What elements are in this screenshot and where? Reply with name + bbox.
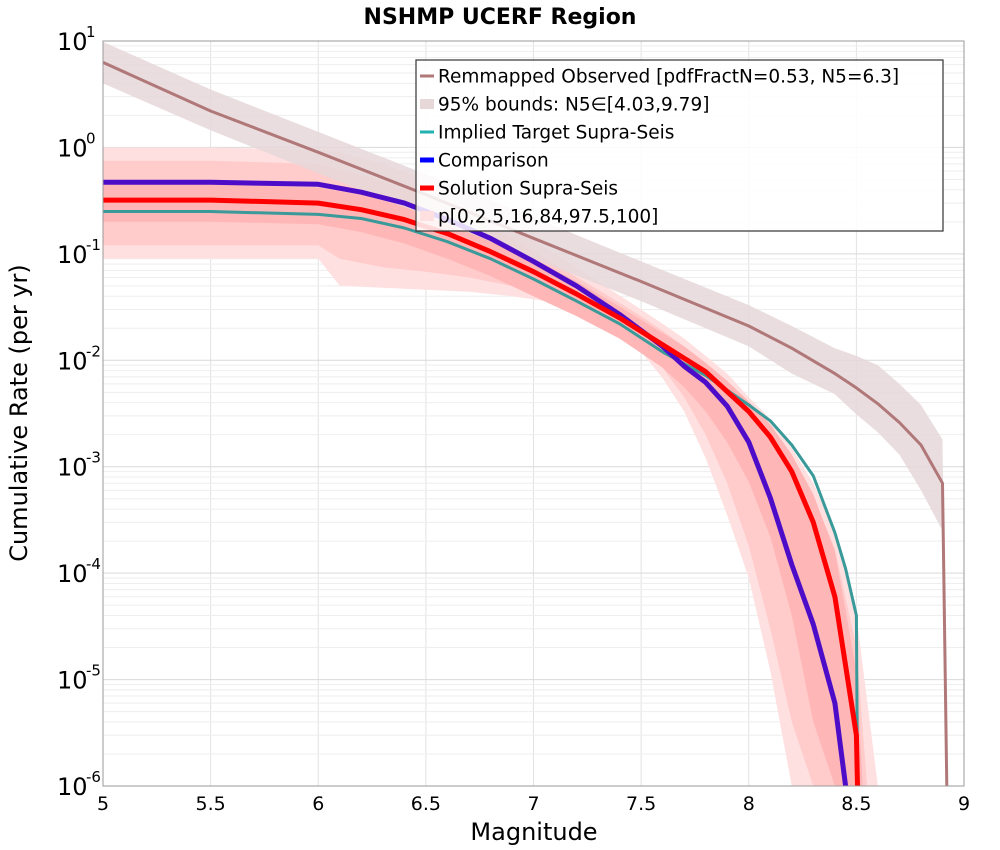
target-line <box>103 210 859 787</box>
y-tick-exponent: 0 <box>86 129 96 147</box>
observed-95-band <box>103 41 947 786</box>
legend-label: Solution Supra-Seis <box>438 179 618 200</box>
legend-entry-bands: p[0,2.5,16,84,97.5,100] <box>420 207 658 228</box>
x-tick-labels: 5 5.5 6 6.5 7 7.5 8 8.5 9 <box>97 793 970 815</box>
y-tick-label: 100 <box>57 129 96 162</box>
legend-label: p[0,2.5,16,84,97.5,100] <box>438 207 658 228</box>
y-tick-exponent: -4 <box>86 555 101 573</box>
y-tick-base: 10 <box>57 454 88 482</box>
y-tick-base: 10 <box>57 241 88 269</box>
legend-entry-observed: Remmapped Observed [pdfFractN=0.53, N5=6… <box>420 67 899 88</box>
legend-swatch <box>420 211 434 221</box>
legend-label: Comparison <box>438 151 549 172</box>
legend: Remmapped Observed [pdfFractN=0.53, N5=6… <box>415 59 944 232</box>
legend-entry-comparison: Comparison <box>420 151 549 172</box>
legend-swatch <box>420 99 434 109</box>
solution-line <box>103 197 860 787</box>
x-tick-label: 6 <box>312 793 324 815</box>
legend-label: Implied Target Supra-Seis <box>438 123 674 144</box>
legend-entry-solution: Solution Supra-Seis <box>420 179 618 200</box>
y-tick-exponent: -1 <box>86 236 101 254</box>
legend-box <box>415 59 944 232</box>
y-tick-base: 10 <box>57 347 88 375</box>
x-tick-label: 8.5 <box>841 793 871 815</box>
y-tick-label: 10-5 <box>57 662 101 695</box>
y-tick-label: 101 <box>57 23 96 56</box>
x-tick-label: 6.5 <box>411 793 441 815</box>
y-tick-label: 10-3 <box>57 449 101 482</box>
plot-frame <box>102 40 965 787</box>
y-tick-label: 10-6 <box>57 768 101 801</box>
chart-title: NSHMP UCERF Region <box>364 5 637 30</box>
x-tick-label: 7 <box>527 793 539 815</box>
x-tick-label: 8 <box>743 793 755 815</box>
y-axis-label: Cumulative Rate (per yr) <box>5 264 33 562</box>
y-tick-base: 10 <box>57 667 88 695</box>
y-tick-label: 10-2 <box>57 342 101 375</box>
y-tick-exponent: -2 <box>86 342 101 360</box>
x-axis-label: Magnitude <box>470 818 597 846</box>
observed-line <box>102 61 949 787</box>
y-tick-exponent: -6 <box>86 768 101 786</box>
y-tick-exponent: -5 <box>86 662 101 680</box>
y-tick-base: 10 <box>57 134 88 162</box>
y-tick-base: 10 <box>57 560 88 588</box>
x-tick-label: 9 <box>958 793 970 815</box>
y-tick-base: 10 <box>57 773 88 801</box>
y-tick-exponent: 1 <box>86 23 96 41</box>
x-tick-label: 5.5 <box>196 793 226 815</box>
series-lines <box>102 61 949 787</box>
y-tick-label: 10-1 <box>57 236 101 269</box>
y-tick-label: 10-4 <box>57 555 101 588</box>
legend-entry-observed_band: 95% bounds: N5∈[4.03,9.79] <box>420 95 709 116</box>
y-tick-base: 10 <box>57 28 88 56</box>
x-tick-label: 7.5 <box>626 793 656 815</box>
y-tick-exponent: -3 <box>86 449 101 467</box>
band-p2-5-p97-5 <box>103 160 868 786</box>
legend-entry-target: Implied Target Supra-Seis <box>420 123 674 144</box>
legend-label: Remmapped Observed [pdfFractN=0.53, N5=6… <box>438 67 899 88</box>
x-tick-label: 5 <box>97 793 109 815</box>
legend-label: 95% bounds: N5∈[4.03,9.79] <box>438 95 709 116</box>
